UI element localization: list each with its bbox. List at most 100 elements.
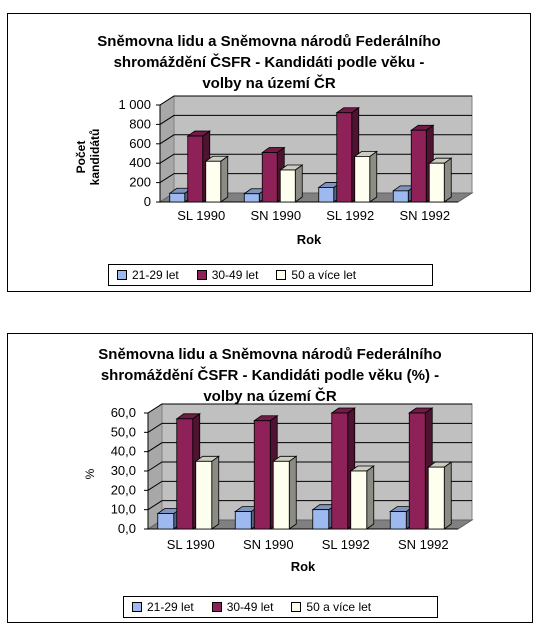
- y-axis-title-line: kandidátů: [88, 129, 102, 186]
- legend-label: 30-49 let: [226, 600, 274, 614]
- chart-title-line: volby na území ČR: [202, 75, 336, 92]
- bar: [169, 192, 186, 203]
- chart-legend-1: 21-29 let 30-49 let 50 a více let: [108, 264, 433, 286]
- legend-label: 30-49 let: [211, 268, 259, 282]
- bar: [354, 156, 371, 203]
- x-tick-label: SL 1992: [322, 537, 370, 552]
- bar: [187, 135, 204, 203]
- legend-item: 21-29 let: [132, 600, 194, 614]
- x-tick-label: SN 1990: [243, 537, 294, 552]
- legend-label: 21-29 let: [147, 600, 194, 614]
- y-tick-label: 60,0: [111, 405, 136, 420]
- plot-side-wall: [159, 95, 175, 203]
- legend-label: 50 a více let: [306, 600, 372, 614]
- bar: [176, 418, 194, 530]
- legend-item: 50 a více let: [276, 268, 356, 282]
- bar: [195, 460, 213, 530]
- x-axis-title: Rok: [297, 232, 322, 247]
- gridline: [147, 461, 472, 472]
- chart-title-line: shromáždění ČSFR - Kandidáti podle věku …: [100, 367, 440, 384]
- y-tick-label: 20,0: [111, 482, 136, 497]
- bar-chart-1: 0 200 400 600 800 1 000 SL 1990 SN 1990 SL 1992 S…: [74, 95, 474, 247]
- y-axis-title-line: Počet: [74, 141, 88, 174]
- bar-side: [443, 157, 452, 203]
- y-tick-label: 40,0: [111, 444, 136, 459]
- bar: [243, 193, 260, 203]
- bar-chart-2: 0,0 10,0 20,0 30,0 40,0 50,0 60,0 SL 1990 SN 199…: [83, 403, 474, 574]
- x-tick-label: SN 1990: [250, 208, 301, 223]
- legend-swatch: [211, 602, 222, 612]
- gridline: [159, 134, 472, 145]
- y-tick-label: 1 000: [118, 97, 151, 112]
- y-axis-title: Počet kandidátů: [74, 129, 102, 186]
- chart-title-line: Sněmovna lidu a Sněmovna národů Federáln…: [98, 346, 442, 363]
- gridline: [159, 114, 472, 125]
- legend-swatch: [196, 270, 207, 280]
- bar-side: [288, 455, 297, 530]
- chart-title-2: Sněmovna lidu a Sněmovna národů Federáln…: [8, 344, 532, 407]
- y-axis-title-line: %: [83, 468, 97, 479]
- bar: [279, 169, 296, 203]
- bar-side: [443, 461, 452, 530]
- legend-swatch: [276, 270, 287, 280]
- y-tick-label: 30,0: [111, 463, 136, 478]
- bar: [336, 112, 353, 203]
- gridline: [147, 422, 472, 433]
- chart-legend-2: 21-29 let 30-49 let 50 a více let: [123, 596, 438, 618]
- y-tick-label: 600: [129, 136, 151, 151]
- legend-swatch: [132, 602, 142, 612]
- x-tick-label: SN 1992: [398, 537, 449, 552]
- bar: [312, 509, 330, 530]
- y-axis-title: %: [83, 468, 97, 479]
- x-tick-label: SL 1990: [177, 208, 225, 223]
- legend-item: 21-29 let: [117, 268, 179, 282]
- legend-item: 50 a více let: [291, 600, 371, 614]
- bar-side: [211, 455, 220, 530]
- x-tick-label: SN 1992: [399, 208, 450, 223]
- bar: [408, 412, 426, 530]
- legend-swatch: [117, 270, 127, 280]
- bar: [389, 511, 407, 530]
- bar: [318, 187, 335, 203]
- bar-side: [369, 150, 378, 203]
- y-tick-label: 10,0: [111, 502, 136, 517]
- bar: [410, 129, 427, 203]
- bar-side: [294, 164, 303, 203]
- legend-label: 50 a více let: [291, 268, 357, 282]
- chart-title-line: Sněmovna lidu a Sněmovna národů Federáln…: [97, 33, 441, 50]
- legend-item: 30-49 let: [211, 600, 274, 614]
- chart-title-1: Sněmovna lidu a Sněmovna národů Federáln…: [8, 31, 530, 94]
- bar: [234, 511, 252, 530]
- bar: [253, 420, 271, 530]
- x-tick-label: SL 1992: [326, 208, 374, 223]
- gridline: [159, 95, 472, 106]
- bar: [350, 470, 368, 530]
- bar: [157, 513, 175, 530]
- bar: [428, 162, 445, 203]
- y-tick-label: 0: [144, 194, 151, 209]
- y-tick-label: 200: [129, 175, 151, 190]
- chart-title-line: volby na území ČR: [203, 388, 337, 405]
- legend-swatch: [291, 602, 302, 612]
- bar: [392, 190, 409, 203]
- chart-panel-1: Sněmovna lidu a Sněmovna národů Federáln…: [7, 13, 531, 292]
- bar-side: [220, 155, 229, 203]
- legend-item: 30-49 let: [196, 268, 259, 282]
- y-tick-label: 400: [129, 155, 151, 170]
- bar-side: [366, 465, 375, 530]
- bar: [205, 160, 222, 203]
- legend-label: 21-29 let: [132, 268, 179, 282]
- bar: [261, 152, 278, 203]
- bar: [272, 460, 290, 530]
- gridline: [147, 442, 472, 453]
- y-tick-label: 50,0: [111, 424, 136, 439]
- y-tick-label: 800: [129, 116, 151, 131]
- x-tick-label: SL 1990: [167, 537, 215, 552]
- chart-title-line: shromáždění ČSFR - Kandidáti podle věku …: [113, 54, 425, 71]
- x-axis-title: Rok: [291, 559, 316, 574]
- chart-panel-2: Sněmovna lidu a Sněmovna národů Federáln…: [7, 333, 533, 623]
- bar: [331, 412, 349, 530]
- gridline: [147, 403, 472, 414]
- bar: [427, 466, 445, 530]
- y-tick-label: 0,0: [118, 521, 136, 536]
